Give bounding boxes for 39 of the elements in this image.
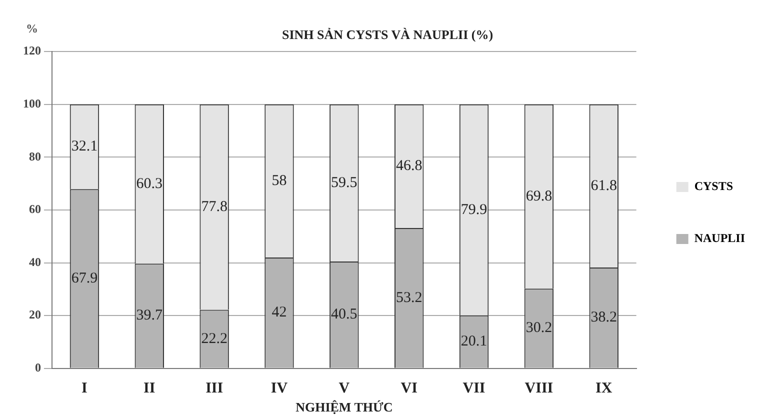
data-label: 58	[272, 172, 287, 189]
y-tick-label: 80	[29, 149, 41, 164]
data-label: 20.1	[460, 334, 488, 350]
x-tick-label: VII	[462, 380, 486, 396]
data-label: 32.1	[71, 138, 98, 155]
y-axis-title: %	[26, 22, 38, 36]
y-tick-label: 120	[23, 44, 41, 58]
chart-title: SINH SẢN CYSTS VÀ NAUPLII (%)	[282, 27, 494, 42]
x-tick-label: VIII	[524, 380, 554, 396]
y-tick-label: 0	[35, 360, 41, 374]
y-tick-label: 100	[23, 96, 41, 110]
y-tick-label: 20	[29, 308, 41, 322]
x-tick-label: IV	[270, 380, 288, 396]
x-tick-label: I	[82, 380, 88, 396]
data-label: 22.2	[201, 330, 228, 347]
legend-label: CYSTS	[694, 179, 734, 194]
data-label: 67.9	[71, 270, 98, 286]
data-label: 39.7	[136, 308, 164, 324]
y-tick-label: 60	[29, 202, 41, 216]
x-tick-label: II	[144, 380, 156, 396]
data-label: 61.8	[590, 178, 617, 194]
data-label: 59.5	[331, 174, 358, 191]
data-label: 40.5	[331, 306, 358, 323]
data-label: 38.2	[590, 310, 617, 326]
y-tick-label: 40	[29, 254, 41, 269]
x-tick-label: VI	[400, 380, 418, 396]
data-label: 53.2	[396, 290, 422, 306]
x-tick-label: V	[338, 380, 350, 396]
data-label: 69.8	[526, 188, 552, 204]
data-label: 60.3	[136, 176, 163, 192]
x-axis-title: NGHIỆM THỨC	[296, 400, 393, 415]
data-label: 46.8	[396, 158, 422, 174]
legend-label: NAUPLII	[694, 231, 746, 246]
data-label: 30.2	[526, 320, 552, 336]
data-label: 42	[272, 304, 287, 321]
x-tick-label: III	[206, 380, 224, 396]
data-label: 79.9	[460, 202, 488, 218]
data-label: 77.8	[201, 199, 228, 216]
x-tick-label: IX	[596, 380, 612, 396]
